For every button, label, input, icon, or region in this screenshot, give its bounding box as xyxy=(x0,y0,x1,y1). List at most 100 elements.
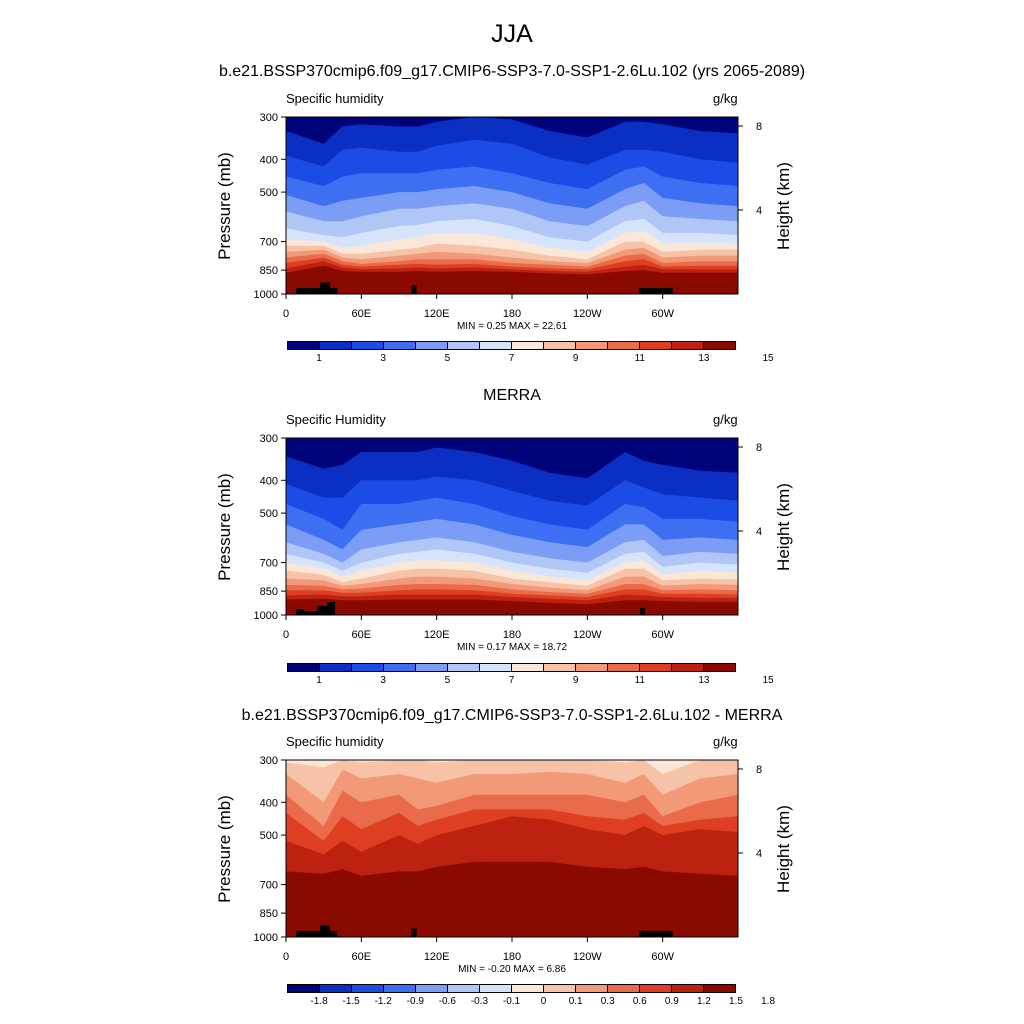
y-tick-label: 700 xyxy=(260,237,278,249)
panel-1-contour-plot: 300 400 500 700 850 1000 0 60E 120E 180 120W 60W 8 4 xyxy=(254,112,763,320)
y2-tick-label: 4 xyxy=(756,526,762,538)
panel-1-colorbar xyxy=(287,341,736,350)
topography-block xyxy=(640,608,646,615)
y-tick-label: 300 xyxy=(260,433,278,445)
colorbar-swatch xyxy=(512,664,544,671)
y2-tick-label: 8 xyxy=(756,442,762,454)
x-tick-label: 120W xyxy=(573,308,602,320)
colorbar-swatch xyxy=(608,985,640,992)
colorbar-label: 11 xyxy=(634,675,645,686)
colorbar-swatch xyxy=(352,664,384,671)
y-tick-label: 700 xyxy=(260,880,278,892)
panel-3-min-max: MIN = -0.20 MAX = 6.86 xyxy=(458,964,566,975)
panel-3-colorbar xyxy=(287,984,736,993)
colorbar-swatch xyxy=(640,342,672,349)
y2-tick-label: 8 xyxy=(756,764,762,776)
colorbar-swatch xyxy=(416,342,448,349)
panel-1-variable-label: Specific humidity xyxy=(286,91,384,106)
colorbar-label: -1.8 xyxy=(310,996,328,1007)
contour-fill-group xyxy=(286,760,738,937)
colorbar-label: 1.2 xyxy=(696,996,711,1007)
topography-block xyxy=(307,287,320,294)
colorbar-label: 0.1 xyxy=(568,996,583,1007)
colorbar-label: 9 xyxy=(572,675,579,686)
y-tick-label: 850 xyxy=(260,586,278,598)
colorbar-swatch xyxy=(480,985,512,992)
x-tick-label: 120W xyxy=(573,951,602,963)
x-tick-label: 60W xyxy=(651,951,674,963)
y-tick-label: 500 xyxy=(260,187,278,199)
colorbar-swatch xyxy=(608,342,640,349)
colorbar-swatch xyxy=(640,985,672,992)
colorbar-swatch xyxy=(704,342,735,349)
x-tick-label: 0 xyxy=(283,951,289,963)
topography-block xyxy=(411,285,417,294)
x-tick-label: 180 xyxy=(503,308,521,320)
colorbar-swatch xyxy=(320,985,352,992)
contour-band-13 xyxy=(286,265,738,294)
colorbar-swatch xyxy=(544,342,576,349)
x-tick-label: 120E xyxy=(424,629,450,641)
panel-3-contour-plot: 300 400 500 700 850 1000 0 60E 120E 180 120W 60W 8 4 xyxy=(254,755,763,963)
colorbar-label: 13 xyxy=(698,675,710,686)
colorbar-swatch xyxy=(512,342,544,349)
colorbar-swatch xyxy=(288,664,320,671)
colorbar-label: -1.5 xyxy=(342,996,360,1007)
colorbar-swatch xyxy=(608,664,640,671)
colorbar-label: 1 xyxy=(316,675,322,686)
colorbar-label: 7 xyxy=(508,353,515,364)
colorbar-swatch xyxy=(448,664,480,671)
colorbar-swatch xyxy=(384,985,416,992)
topography-block xyxy=(411,928,417,937)
y-tick-label: 400 xyxy=(260,475,278,487)
x-tick-label: 120W xyxy=(573,629,602,641)
y-tick-label: 1000 xyxy=(254,610,278,622)
panel-1-min-max: MIN = 0.25 MAX = 22.61 xyxy=(456,321,568,332)
colorbar-label: 15 xyxy=(762,675,774,686)
contour-fill-group xyxy=(286,117,738,294)
colorbar-swatch xyxy=(448,342,480,349)
panel-2-variable-label: Specific Humidity xyxy=(286,412,386,427)
panel-2-units-label: g/kg xyxy=(713,412,738,427)
colorbar-swatch xyxy=(288,985,320,992)
colorbar-swatch xyxy=(352,342,384,349)
colorbar-label: 5 xyxy=(444,675,451,686)
panel-2-min-max: MIN = 0.17 MAX = 18.72 xyxy=(456,642,568,653)
y-tick-label: 850 xyxy=(260,265,278,277)
x-tick-label: 120E xyxy=(424,951,450,963)
panel-2-contour-plot: 300 400 500 700 850 1000 0 60E 120E 180 120W 60W 8 4 xyxy=(254,433,763,641)
topography-block xyxy=(296,287,308,294)
colorbar-label: 0 xyxy=(540,996,547,1007)
y-tick-label: 700 xyxy=(260,558,278,570)
contour-fill-group xyxy=(286,438,738,615)
topography-block xyxy=(319,282,330,294)
colorbar-label: 1.5 xyxy=(729,996,743,1007)
y-tick-label: 1000 xyxy=(254,932,278,944)
contour-band-6 xyxy=(286,861,738,937)
colorbar-label: 0.6 xyxy=(632,996,647,1007)
main-title: JJA xyxy=(491,20,533,48)
y2-tick-label: 4 xyxy=(756,205,762,217)
y-tick-label: 1000 xyxy=(254,289,278,301)
colorbar-label: 0.9 xyxy=(664,996,679,1007)
colorbar-swatch xyxy=(576,985,608,992)
panel-3-variable-label: Specific humidity xyxy=(286,734,384,749)
colorbar-label: 13 xyxy=(698,353,710,364)
colorbar-label: -0.3 xyxy=(470,996,489,1007)
colorbar-swatch xyxy=(288,342,320,349)
colorbar-label: 7 xyxy=(508,675,515,686)
colorbar-label: 3 xyxy=(380,353,386,364)
colorbar-swatch xyxy=(416,664,448,671)
topography-block xyxy=(327,601,335,615)
colorbar-swatch xyxy=(480,342,512,349)
colorbar-label: 0.3 xyxy=(600,996,615,1007)
colorbar-swatch xyxy=(544,985,576,992)
colorbar-label: 5 xyxy=(444,353,451,364)
colorbar-label: 11 xyxy=(634,353,645,364)
colorbar-swatch xyxy=(320,664,352,671)
colorbar-swatch xyxy=(384,342,416,349)
topography-block xyxy=(329,287,338,294)
x-tick-label: 120E xyxy=(424,308,450,320)
panel-3-units-label: g/kg xyxy=(713,734,738,749)
y-tick-label: 400 xyxy=(260,797,278,809)
